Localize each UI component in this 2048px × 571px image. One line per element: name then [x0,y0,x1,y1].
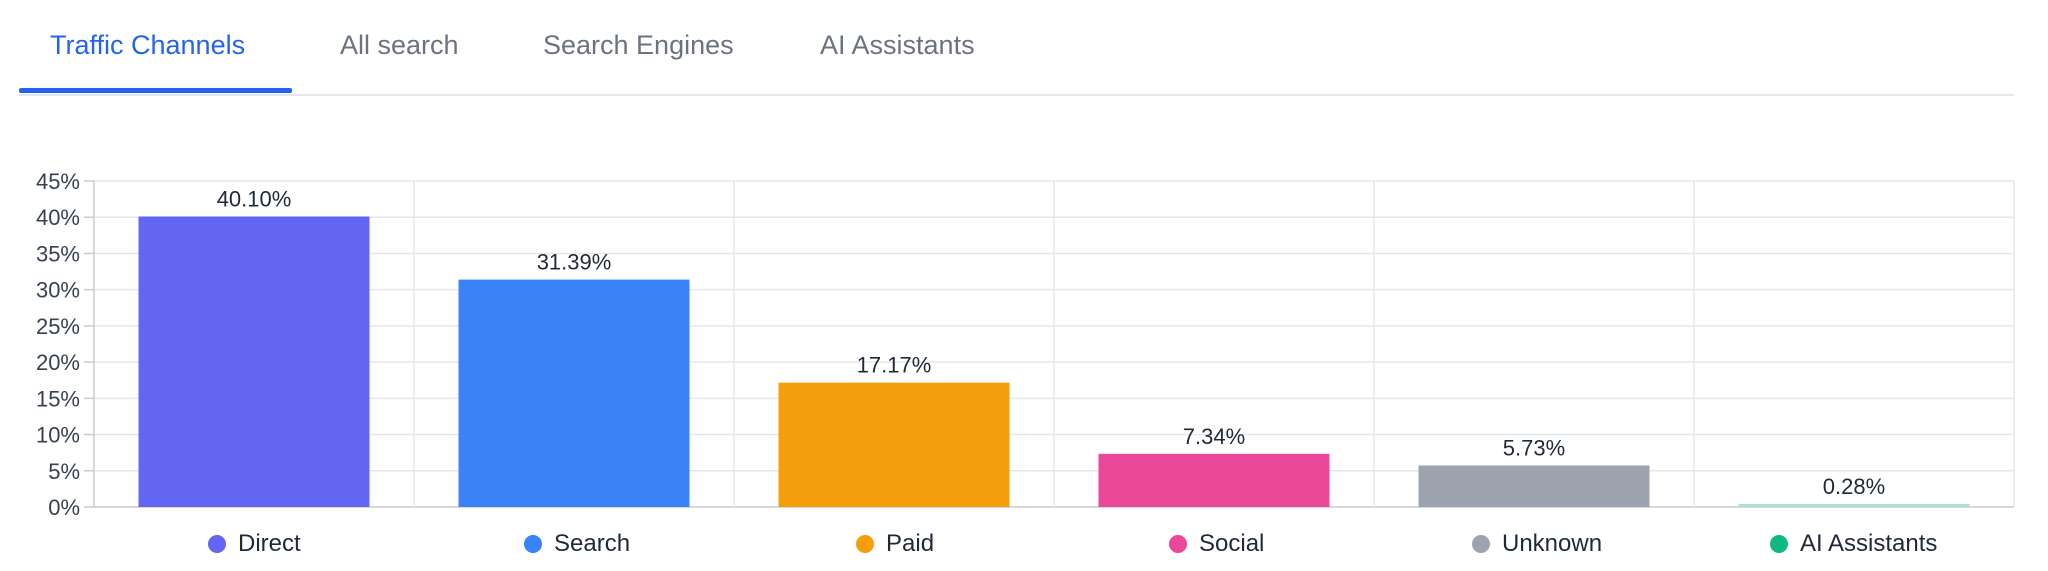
legend-label: AI Assistants [1800,530,1938,557]
bar-value-label: 0.28% [1823,474,1885,499]
legend-swatch [856,535,874,553]
tab-search-engines[interactable]: Search Engines [543,30,734,60]
chart-labels: 0% 5% 10% 15% 20% 25% 30% 35% 40% 45% 40.10% 31.39%… [36,169,1885,520]
bar-ai-assistants[interactable] [1738,504,1970,507]
legend-item-social[interactable]: Social [1169,530,1264,558]
bar-unknown[interactable] [1418,465,1650,507]
legend-item-direct[interactable]: Direct [208,530,301,558]
legend-swatch [1472,535,1490,553]
bar-value-label: 5.73% [1503,435,1565,460]
y-tick-label: 10% [36,423,80,448]
legend-label: Direct [238,530,301,557]
legend-item-ai-assistants[interactable]: AI Assistants [1770,530,1937,558]
bar-value-label: 17.17% [857,353,932,378]
chart-grid [84,180,2015,508]
y-tick-label: 35% [36,241,80,266]
bar-value-label: 40.10% [217,186,292,211]
y-tick-label: 15% [36,386,80,411]
active-tab-indicator [19,88,292,93]
legend-item-search[interactable]: Search [524,530,630,558]
chart-bars [138,216,1970,507]
bar-social[interactable] [1098,453,1330,507]
y-tick-label: 0% [48,495,80,520]
tab-traffic-channels[interactable]: Traffic Channels [50,30,246,60]
tab-ai-assistants[interactable]: AI Assistants [820,30,975,60]
tab-bar: Traffic Channels All search Search Engin… [19,0,2014,96]
legend-label: Unknown [1502,530,1603,557]
legend-item-unknown[interactable]: Unknown [1472,530,1602,558]
bar-paid[interactable] [778,382,1010,507]
y-tick-label: 20% [36,350,80,375]
y-tick-label: 25% [36,314,80,339]
legend-swatch [1770,535,1788,553]
bar-value-label: 7.34% [1183,424,1245,449]
bar-value-label: 31.39% [537,250,612,275]
legend-item-paid[interactable]: Paid [856,530,934,558]
y-tick-label: 40% [36,205,80,230]
y-tick-label: 45% [36,169,80,194]
tab-all-search[interactable]: All search [340,30,459,60]
legend-label: Search [554,530,631,557]
traffic-channels-bar-chart: 0% 5% 10% 15% 20% 25% 30% 35% 40% 45% 40.10% 31.39%… [36,169,2015,520]
legend-swatch [1169,535,1187,553]
legend-swatch [524,535,542,553]
bar-direct[interactable] [138,216,370,507]
legend-label: Paid [886,530,935,557]
y-tick-label: 5% [48,459,80,484]
legend-label: Social [1199,530,1265,557]
legend-swatch [208,535,226,553]
bar-search[interactable] [458,279,690,507]
y-tick-label: 30% [36,278,80,303]
